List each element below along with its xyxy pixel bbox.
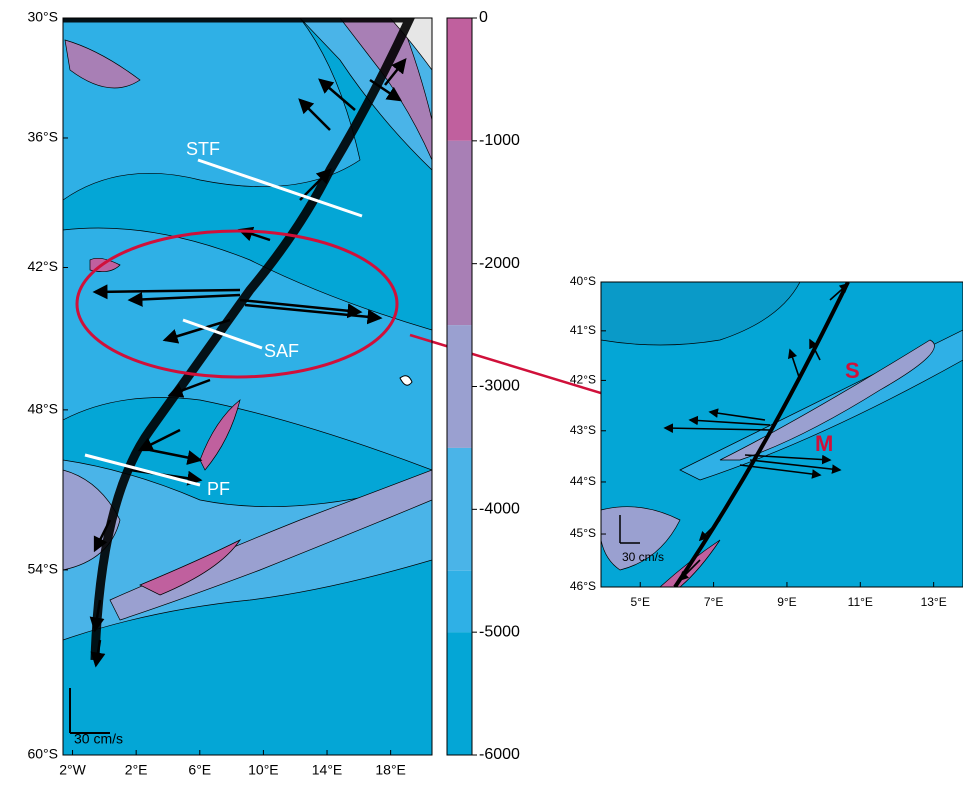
inset-bathymetry bbox=[601, 282, 963, 587]
bathymetry bbox=[63, 18, 432, 755]
colorbar: 0 -1000 -2000 -3000 -4000 -5000 -6000 bbox=[446, 9, 520, 763]
inset-scale-label: 30 cm/s bbox=[622, 550, 664, 564]
inset-frame bbox=[600, 281, 963, 588]
inset-scale-arrow bbox=[619, 515, 640, 544]
colorbar-tick-label: -1000 bbox=[479, 132, 520, 149]
x-tick-label: 10°E bbox=[248, 762, 279, 778]
front-label: STF bbox=[186, 139, 220, 159]
colorbar-tick-label: -2000 bbox=[479, 255, 520, 272]
colorbar-band bbox=[447, 447, 472, 571]
inset-track bbox=[673, 282, 850, 587]
colorbar-band bbox=[447, 325, 472, 448]
colorbar-tick-label: -6000 bbox=[479, 746, 520, 763]
scale-label: 30 cm/s bbox=[74, 731, 123, 747]
x-tick-label: 18°E bbox=[375, 762, 406, 778]
y-tick-label: 30°S bbox=[27, 9, 58, 25]
colorbar-band bbox=[447, 570, 472, 633]
x-tick-label: 2°W bbox=[59, 762, 86, 778]
colorbar-tick-label: -5000 bbox=[479, 623, 520, 640]
front-label: PF bbox=[207, 479, 230, 499]
y-tick-label: 44°S bbox=[570, 474, 596, 488]
y-tick-label: 36°S bbox=[27, 129, 58, 145]
y-tick-label: 48°S bbox=[27, 401, 58, 417]
front-label: SAF bbox=[264, 341, 299, 361]
x-tick-label: 2°E bbox=[125, 762, 148, 778]
colorbar-band bbox=[447, 140, 472, 326]
y-tick-label: 60°S bbox=[27, 746, 58, 762]
inset-vectors bbox=[663, 282, 850, 582]
y-tick-label: 43°S bbox=[570, 423, 596, 437]
colorbar-tick-label: -4000 bbox=[479, 501, 520, 518]
x-tick-label: 13°E bbox=[921, 595, 947, 609]
x-tick-label: 11°E bbox=[848, 595, 873, 609]
colorbar-tick-label: 0 bbox=[479, 9, 488, 26]
highlight-ellipse bbox=[75, 229, 399, 379]
y-tick-label: 45°S bbox=[570, 526, 596, 540]
x-tick-label: 9°E bbox=[777, 595, 796, 609]
scale-arrow bbox=[69, 688, 110, 734]
x-tick-label: 6°E bbox=[188, 762, 211, 778]
feature-label: S bbox=[845, 358, 860, 383]
x-tick-label: 7°E bbox=[704, 595, 723, 609]
colorbar-band bbox=[447, 632, 472, 755]
y-tick-label: 46°S bbox=[570, 579, 596, 593]
x-tick-label: 5°E bbox=[631, 595, 650, 609]
front-lines bbox=[84, 158, 363, 487]
feature-label: M bbox=[815, 431, 833, 456]
x-tick-label: 14°E bbox=[312, 762, 343, 778]
y-tick-label: 42°S bbox=[27, 258, 58, 274]
map-frame bbox=[62, 17, 433, 756]
y-tick-label: 41°S bbox=[570, 323, 596, 337]
y-tick-label: 42°S bbox=[570, 373, 596, 387]
y-tick-label: 54°S bbox=[27, 561, 58, 577]
vector-track bbox=[63, 18, 415, 661]
colorbar-tick-label: -3000 bbox=[479, 378, 520, 395]
y-tick-label: 40°S bbox=[570, 274, 596, 288]
colorbar-band bbox=[447, 18, 472, 141]
